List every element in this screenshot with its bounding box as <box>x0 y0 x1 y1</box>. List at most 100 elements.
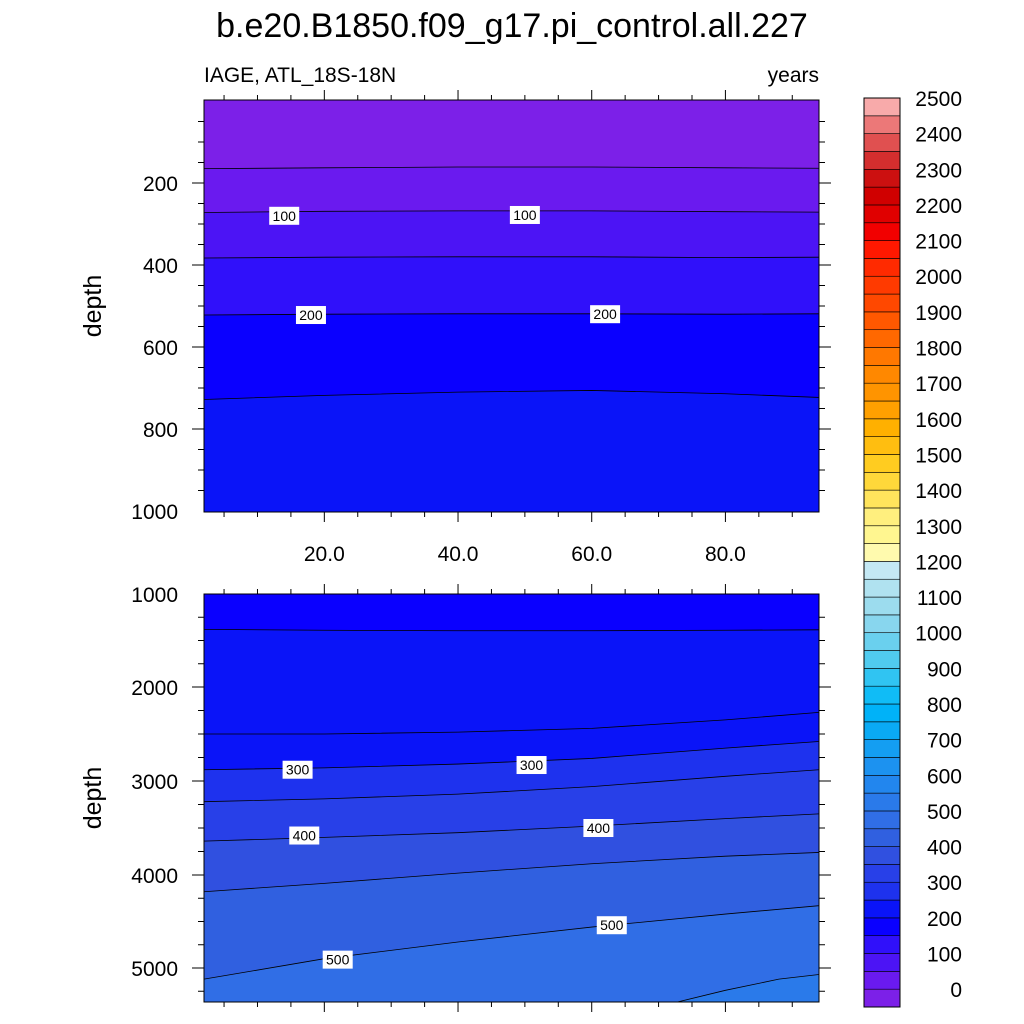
colorbar-tick-label: 1000 <box>915 623 962 646</box>
colorbar-box <box>863 757 901 776</box>
colorbar-box <box>863 507 901 527</box>
colorbar-box <box>863 988 901 1008</box>
colorbar-box <box>863 489 901 509</box>
colorbar-tick-label: 2000 <box>915 266 962 289</box>
colorbar-box <box>863 222 901 241</box>
contour-label-box <box>516 756 547 775</box>
colorbar: 0 100 200 300 400 500 600 700 800 900 1000 1100 1200… <box>863 88 962 1008</box>
y-axis-label: depth <box>79 767 107 830</box>
colorbar-tick-label: 2100 <box>915 231 962 254</box>
colorbar-box <box>863 864 901 883</box>
colorbar-box <box>863 436 901 455</box>
x-tick-label: 60.0 <box>571 543 612 566</box>
contour-label: 500 <box>600 917 624 933</box>
colorbar-tick-label: 2300 <box>915 159 962 182</box>
contour-label-box <box>295 306 326 325</box>
contour-line <box>204 390 819 400</box>
contour-band <box>204 905 819 1002</box>
upper-panel: 100 100 200 200 20.0 40.0 60.0 80.0 200 400 600 800… <box>79 90 831 566</box>
x-tick-label: 20.0 <box>304 543 345 566</box>
figure-title: b.e20.B1850.f09_g17.pi_control.all.227 <box>216 7 808 45</box>
y-tick-label: 2000 <box>131 677 178 700</box>
x-tick-label: 40.0 <box>438 543 479 566</box>
y-tick-label: 600 <box>143 337 178 360</box>
colorbar-tick-label: 400 <box>927 837 962 860</box>
contour-band <box>204 390 819 512</box>
y-tick-label: 200 <box>143 173 178 196</box>
colorbar-box <box>863 810 901 830</box>
colorbar-box <box>863 275 901 295</box>
contour-label: 400 <box>293 828 317 844</box>
contour-label: 100 <box>273 208 297 224</box>
colorbar-tick-label: 700 <box>927 730 962 753</box>
contour-band <box>677 974 819 1002</box>
colorbar-box <box>863 151 901 170</box>
colorbar-tick-label: 1300 <box>915 516 962 539</box>
contour-label-box <box>583 819 614 837</box>
colorbar-tick-label: 600 <box>927 765 962 788</box>
y-tick-label: 800 <box>143 419 178 442</box>
contour-label-box <box>590 305 621 324</box>
y-tick-label: 1000 <box>131 501 178 524</box>
colorbar-box <box>863 828 901 847</box>
y-tick-label: 4000 <box>131 865 178 888</box>
contour-label: 200 <box>593 306 617 322</box>
x-tick-label: 80.0 <box>705 543 746 566</box>
colorbar-box <box>863 133 901 152</box>
colorbar-box <box>863 115 901 134</box>
colorbar-tick-label: 1800 <box>915 338 962 361</box>
y-tick-label: 3000 <box>131 771 178 794</box>
colorbar-box <box>863 382 901 402</box>
y-tick-label: 400 <box>143 255 178 278</box>
contour-label-box <box>282 760 313 779</box>
colorbar-tick-label: 500 <box>927 801 962 824</box>
contour-label-box <box>322 950 353 969</box>
tick-marks <box>192 584 831 1012</box>
colorbar-box <box>863 739 901 758</box>
contour-line <box>204 256 819 259</box>
plot-frame <box>203 593 820 1003</box>
colorbar-tick-label: 2500 <box>915 88 962 111</box>
colorbar-tick-label: 1900 <box>915 302 962 325</box>
colorbar-box <box>863 400 901 420</box>
contour-label: 500 <box>326 952 350 968</box>
colorbar-box <box>863 240 901 259</box>
contour-line <box>204 166 819 170</box>
colorbar-box <box>863 721 901 740</box>
colorbar-tick-label: 1700 <box>915 373 962 396</box>
colorbar-tick-label: 2200 <box>915 195 962 218</box>
colorbar-box <box>863 935 901 954</box>
contour-fills <box>204 594 819 1002</box>
colorbar-box <box>863 258 901 277</box>
colorbar-tick-label: 300 <box>927 872 962 895</box>
contour-label: 300 <box>286 762 310 778</box>
colorbar-box <box>863 186 901 206</box>
contour-label: 300 <box>520 757 544 773</box>
left-subtitle: IAGE, ATL_18S-18N <box>204 64 396 87</box>
contour-label-box <box>509 205 540 224</box>
colorbar-box <box>863 329 901 348</box>
contour-label-box <box>596 916 627 935</box>
contour-label: 100 <box>513 207 537 223</box>
colorbar-frame <box>863 97 901 1008</box>
colorbar-box <box>863 561 901 580</box>
colorbar-box <box>863 454 901 473</box>
lower-panel: 300 300 400 400 500 500 1000 2000 3000 4000 5000 de… <box>79 584 831 1012</box>
colorbar-tick-label: 1100 <box>917 587 962 610</box>
contour-fills <box>204 100 819 512</box>
colorbar-tick-label: 0 <box>950 979 962 1002</box>
colorbar-tick-label: 1600 <box>915 409 962 432</box>
colorbar-box <box>863 881 901 901</box>
colorbar-box <box>863 917 901 937</box>
contour-line <box>675 974 819 1002</box>
colorbar-box <box>863 846 901 865</box>
colorbar-box <box>863 97 901 117</box>
colorbar-box <box>863 774 901 794</box>
colorbar-box <box>863 632 901 651</box>
colorbar-box <box>863 204 901 224</box>
contour-line <box>204 628 819 632</box>
colorbar-tick-label: 2400 <box>915 124 962 147</box>
contour-line <box>204 711 819 735</box>
colorbar-tick-label: 200 <box>927 908 962 931</box>
